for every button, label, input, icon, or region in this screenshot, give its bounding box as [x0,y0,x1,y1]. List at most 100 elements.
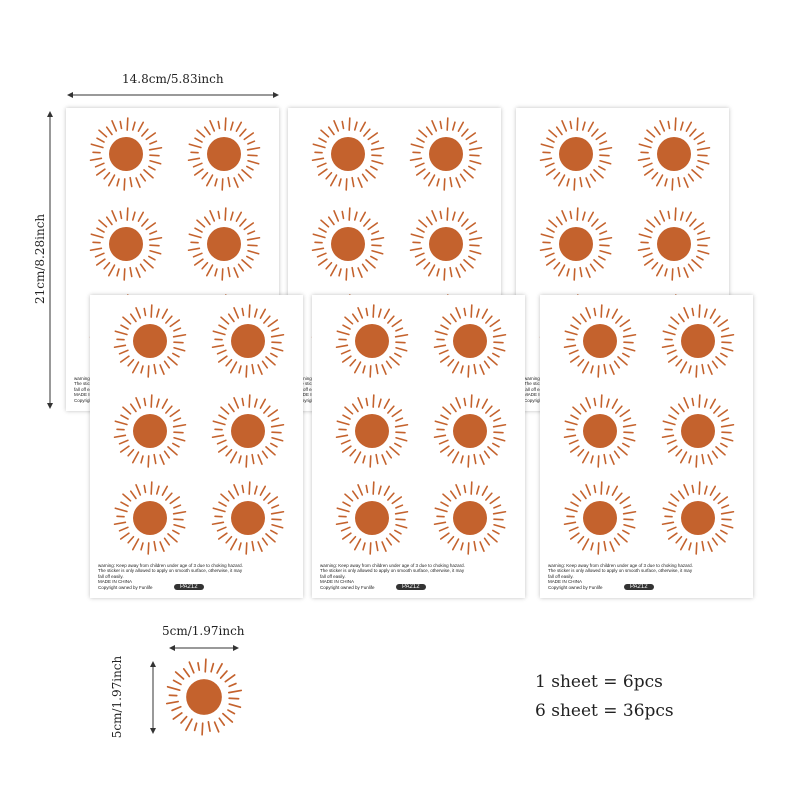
sun-ray [644,137,653,143]
sun-ray [122,493,132,502]
sun-ray [446,207,449,221]
sun-ray [619,496,631,505]
sun-grid [335,304,507,555]
sun-ray [487,356,498,366]
sun-ray [233,267,239,278]
sun-ray [218,501,227,507]
sun-ray [123,268,126,281]
sun-ray [141,128,149,137]
sun-ray [118,349,129,355]
sun-disc [133,324,167,358]
sun-ray [613,450,621,459]
sun-ray [253,308,258,318]
sun-ray [182,668,191,678]
sun-ray [336,507,350,513]
sun-ray [316,252,327,258]
sun-ray [713,315,721,324]
sun-ray [715,533,726,543]
sun-ray [721,504,730,509]
sun-ray [172,333,187,338]
sun-ray [701,453,705,465]
sun-ray [696,255,704,261]
sun-ray [568,439,579,445]
sun-ray [238,455,242,464]
sun-ray [247,140,256,145]
sun-disc [583,414,617,448]
sun-ray [94,162,105,168]
sun-ray [593,169,604,179]
sun-ray [238,542,242,551]
sun-ray [221,268,224,281]
sun-ray [394,529,402,535]
sun-ray [418,129,428,138]
sun-ray [169,319,181,328]
sun-ray [468,236,483,241]
sun-ray [449,490,457,500]
sun-ray [467,455,470,468]
sun-ray [375,453,379,465]
sun-ray [365,397,369,407]
sun-ray [365,259,376,269]
sun-ray [662,420,676,426]
sun-ray [265,356,276,366]
sun-ray [638,143,652,149]
sun-ray [311,247,325,252]
sun-ray [720,529,728,535]
sun-ray [651,171,659,180]
sun-ray [599,159,612,165]
sun-ray [371,230,380,235]
sun-disc [559,227,593,261]
sun-ray [263,405,271,414]
sun-ray [431,120,438,132]
sun-ray [697,140,706,145]
sun-ray [143,484,147,494]
sun-ray [217,120,221,130]
sun-ray [394,333,409,338]
sun-ray [709,308,717,319]
sun-ray [219,670,228,679]
sun-ray [342,324,351,330]
sun-ray [679,451,688,464]
sun-ray [473,453,477,465]
sun-disc [453,324,487,358]
sun-ray [683,177,689,188]
sun-ray [473,363,477,375]
sun-ray [493,346,506,352]
sun-ray [341,445,352,453]
sun-ray [174,671,185,680]
sun-ray [335,521,349,526]
sun-ray [677,313,685,323]
sun-ray [233,484,240,496]
sun-ray [475,308,480,318]
sun-ray [246,165,254,171]
sheet-footer: warning: Keep away from children under a… [320,563,470,591]
sun-ray [227,490,235,500]
sun-ray [140,365,144,374]
sun-ray [153,540,157,552]
sun-ray [129,403,137,413]
sun-ray [370,165,378,171]
sun-ray [572,316,582,325]
sun-ray [311,157,325,162]
sun-ray [579,176,583,188]
sun-ray [135,177,141,188]
sun-ray [261,450,269,459]
sun-ray [425,216,433,226]
sheet-footer: warning: Keep away from children under a… [98,563,248,591]
sun-ray [187,157,201,162]
sun-ray [460,455,464,464]
sun-ray [697,249,710,255]
sun-ray [229,121,234,131]
sun-ray [119,355,130,363]
sun-ray [312,143,326,149]
sun-ray [653,126,661,136]
sun-ray [351,266,355,278]
sun-ray [613,360,621,369]
sun-ray [139,263,147,272]
sun-disc [681,324,715,358]
sun-ray [342,501,351,507]
sun-ray [664,178,668,187]
sun-ray [561,120,568,132]
sticker-sheet: warning: Keep away from children under a… [90,295,303,598]
sun-ray [622,510,637,515]
